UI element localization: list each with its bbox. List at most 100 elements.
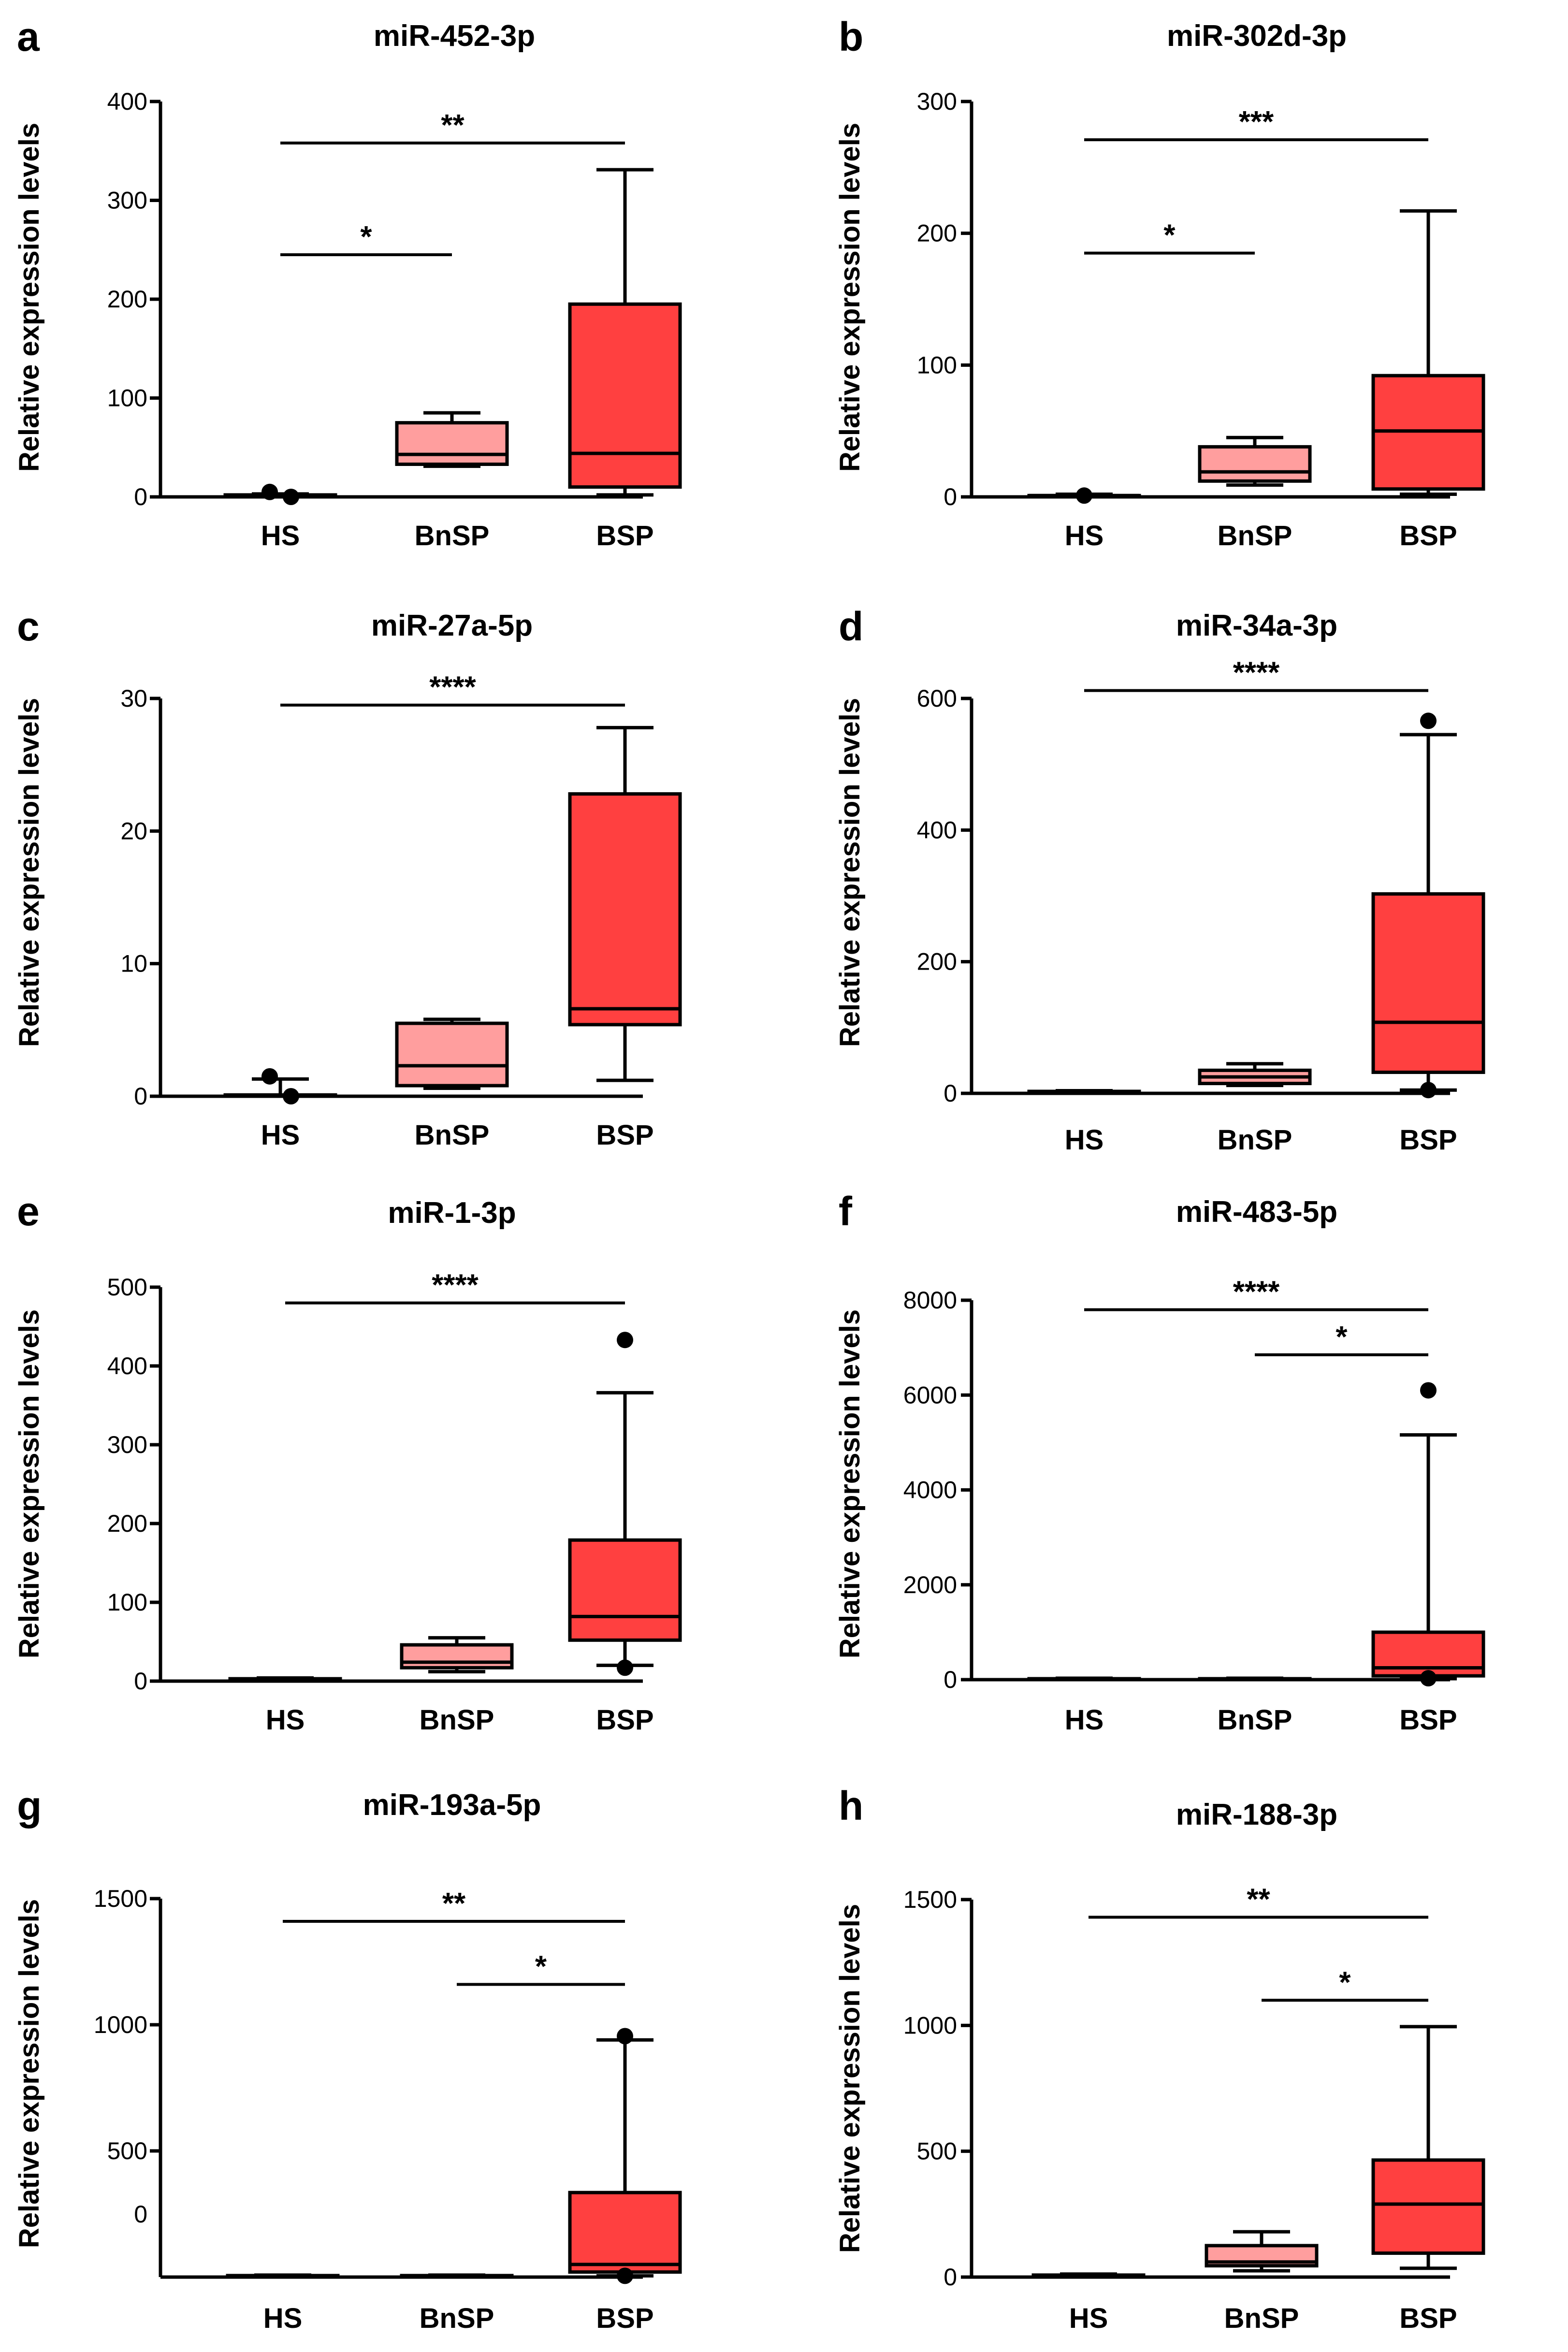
outlier-point [617, 1659, 633, 1676]
y-tick-label: 100 [107, 1589, 147, 1616]
y-axis-label: Relative expression levels [834, 123, 866, 472]
y-axis-label: Relative expression levels [834, 1904, 866, 2253]
x-tick-label: BSP [596, 1704, 653, 1736]
panel-title: miR-452-3p [374, 19, 535, 53]
box-bnsp [400, 2273, 514, 2279]
x-tick-label: BSP [1399, 1704, 1457, 1736]
box-hs [1027, 1089, 1141, 1095]
box-bnsp [1198, 1062, 1312, 1088]
y-tick-label: 0 [944, 1666, 957, 1693]
x-tick-label: BnSP [1218, 520, 1292, 552]
y-tick-label: 500 [917, 2138, 957, 2165]
box-iqr [568, 2191, 682, 2274]
panel-label: h [839, 1783, 863, 1829]
outlier-point [617, 2028, 633, 2045]
significance-label: ** [442, 1887, 466, 1920]
x-tick-label: BnSP [1224, 2303, 1299, 2334]
box-hs [228, 1676, 342, 1683]
y-tick-label: 400 [107, 88, 147, 115]
outlier-point [283, 1088, 299, 1104]
panel-c: c miR-27a-5p Relative expression levels 0 10… [14, 604, 682, 1151]
x-tick-label: BSP [1399, 520, 1457, 552]
box-iqr [568, 792, 682, 1027]
outlier-point [617, 1332, 633, 1349]
x-tick-label: BnSP [420, 1704, 494, 1736]
box-bsp [568, 726, 682, 1082]
x-tick-label: BSP [1399, 1124, 1457, 1156]
x-tick-label: HS [261, 1119, 300, 1151]
significance-label: **** [1233, 656, 1280, 690]
significance-label: * [1339, 1966, 1351, 1999]
y-tick-label: 600 [917, 685, 957, 712]
box-bsp [568, 168, 682, 497]
y-tick-label: 200 [107, 286, 147, 313]
box-bnsp [400, 1636, 514, 1673]
y-tick-label: 400 [107, 1352, 147, 1379]
box-bsp [1371, 1382, 1485, 1687]
box-iqr [395, 421, 509, 466]
panel-title: miR-483-5p [1176, 1195, 1337, 1229]
panel-label: c [17, 604, 40, 649]
box-bnsp [1198, 1676, 1312, 1682]
significance-label: * [1336, 1321, 1348, 1354]
x-tick-label: HS [1065, 1704, 1104, 1736]
y-tick-label: 500 [107, 1274, 147, 1301]
box-hs [1027, 1676, 1141, 1682]
y-tick-label: 200 [917, 948, 957, 975]
outlier-point [261, 483, 278, 500]
significance-label: * [535, 1950, 547, 1983]
outlier-point [617, 2267, 633, 2284]
significance-label: * [1163, 219, 1176, 252]
panel-label: g [17, 1783, 42, 1829]
box-bnsp [1205, 2230, 1319, 2273]
box-bsp [568, 2028, 682, 2284]
y-tick-label: 0 [134, 1668, 147, 1695]
y-tick-label: 0 [134, 2201, 147, 2228]
x-tick-label: HS [263, 2303, 303, 2334]
box-hs [226, 2273, 340, 2279]
outlier-point [1420, 1382, 1437, 1399]
x-tick-label: BSP [596, 2303, 653, 2334]
outlier-point [283, 489, 299, 505]
y-tick-label: 100 [107, 385, 147, 412]
panel-h: h miR-188-3p Relative expression levels 0 50… [834, 1783, 1485, 2334]
significance-label: ** [1247, 1883, 1270, 1916]
y-axis-label: Relative expression levels [14, 1899, 45, 2248]
panel-title: miR-193a-5p [363, 1788, 541, 1822]
box-iqr [1371, 2158, 1485, 2255]
box-hs [1027, 487, 1141, 504]
y-tick-label: 0 [944, 2264, 957, 2291]
y-tick-label: 6000 [903, 1381, 957, 1408]
panel-title: miR-188-3p [1176, 1798, 1337, 1831]
x-tick-label: HS [261, 520, 300, 552]
y-axis-label: Relative expression levels [14, 123, 45, 472]
panel-d: d miR-34a-3p Relative expression levels 0 20… [834, 604, 1485, 1156]
y-tick-label: 30 [120, 685, 147, 712]
significance-label: *** [1239, 105, 1274, 139]
y-axis-label: Relative expression levels [834, 698, 866, 1047]
significance-label: **** [432, 1269, 479, 1302]
y-tick-label: 300 [917, 88, 957, 115]
x-tick-label: BnSP [420, 2303, 494, 2334]
significance-label: ** [441, 109, 465, 142]
y-tick-label: 200 [107, 1510, 147, 1537]
y-tick-label: 0 [944, 1080, 957, 1107]
box-hs [223, 483, 337, 505]
y-axis-label: Relative expression levels [834, 1309, 866, 1658]
y-tick-label: 300 [107, 1431, 147, 1458]
outlier-point [261, 1068, 278, 1085]
x-tick-label: HS [266, 1704, 305, 1736]
box-bnsp [1198, 436, 1312, 487]
box-bsp [568, 1332, 682, 1676]
outlier-point [1420, 712, 1437, 729]
y-tick-label: 500 [107, 2137, 147, 2164]
x-tick-label: HS [1069, 2303, 1108, 2334]
box-bsp [1371, 209, 1485, 496]
y-tick-label: 1500 [94, 1885, 147, 1912]
y-tick-label: 10 [120, 950, 147, 977]
y-tick-label: 0 [134, 1083, 147, 1110]
y-tick-label: 0 [944, 483, 957, 510]
box-hs [1031, 2272, 1146, 2279]
panel-title: miR-34a-3p [1176, 609, 1337, 642]
y-tick-label: 0 [134, 483, 147, 510]
